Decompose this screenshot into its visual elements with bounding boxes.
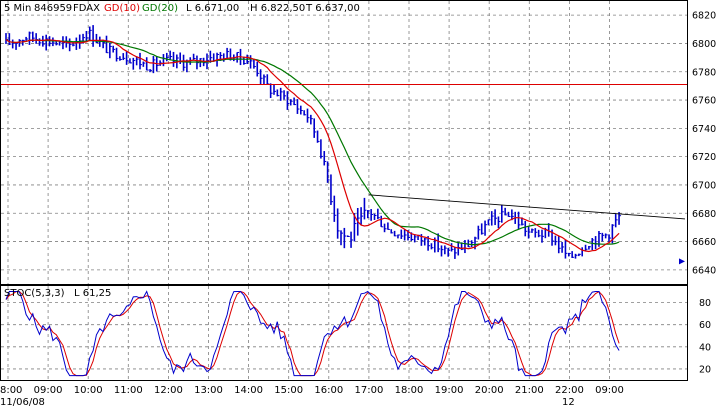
x-tick-label: 13:00 (194, 385, 223, 396)
day-label: 12 (562, 397, 575, 408)
symbol-label: FDAX (73, 3, 100, 14)
symbol-id-label: 846959 (34, 3, 72, 14)
x-tick-label: 21:00 (515, 385, 544, 396)
price-tick-label: 6680 (692, 209, 716, 220)
ma-short-legend: GD(10) (104, 3, 140, 14)
stochastic-title: STOC(5,3,3) (4, 288, 65, 299)
x-tick-label: 10:00 (74, 385, 103, 396)
x-tick-label: 18:00 (395, 385, 424, 396)
x-tick-label: 15:00 (274, 385, 303, 396)
stochastic-tick-label: 20 (699, 364, 711, 375)
price-tick-label: 6640 (692, 265, 716, 276)
price-tick-label: 6780 (692, 67, 716, 78)
price-series (1, 25, 687, 265)
x-tick-label: 16:00 (314, 385, 343, 396)
stochastic-panel-frame (0, 285, 688, 381)
price-tick-label: 6760 (692, 96, 716, 107)
stochastic-value-label: L 61,25 (74, 288, 111, 299)
ma-long-line (5, 39, 620, 246)
x-tick-label: 17:00 (354, 385, 383, 396)
high-value-label: H 6.822,50 (250, 3, 305, 14)
ma-short-line (5, 39, 620, 253)
last-price-marker (679, 258, 685, 265)
low-value-label: L 6.671,00 (186, 3, 239, 14)
price-tick-label: 6740 (692, 124, 716, 135)
x-tick-label: 20:00 (475, 385, 504, 396)
x-tick-label: 12:00 (154, 385, 183, 396)
price-tick-label: 6660 (692, 237, 716, 248)
x-tick-label: 22:00 (555, 385, 584, 396)
x-tick-label: 09:00 (595, 385, 624, 396)
trend-line (368, 194, 686, 220)
stochastic-tick-label: 60 (699, 320, 711, 331)
x-tick-label: 09:00 (34, 385, 63, 396)
x-tick-label: 19:00 (435, 385, 464, 396)
price-tick-label: 6700 (692, 180, 716, 191)
x-tick-label: 14:00 (234, 385, 263, 396)
price-tick-label: 6720 (692, 152, 716, 163)
ma-long-legend: GD(20) (142, 3, 178, 14)
last-value-label: T 6.637,00 (305, 3, 360, 14)
price-tick-label: 6800 (692, 39, 716, 50)
x-tick-label: 11:00 (114, 385, 143, 396)
axis-labels: 08:00 09:00 10:00 11:00 12:00 13:00 14:00 15:00… (0, 11, 716, 396)
stochastic-tick-label: 40 (699, 342, 711, 353)
date-label: 11/06/08 (0, 397, 45, 408)
stochastic-series (5, 290, 620, 377)
x-tick-label: 08:00 (0, 385, 22, 396)
interval-label: 5 Min (4, 3, 31, 14)
stochastic-k-line (5, 290, 620, 377)
stochastic-tick-label: 80 (699, 298, 711, 309)
price-tick-label: 6820 (692, 11, 716, 22)
